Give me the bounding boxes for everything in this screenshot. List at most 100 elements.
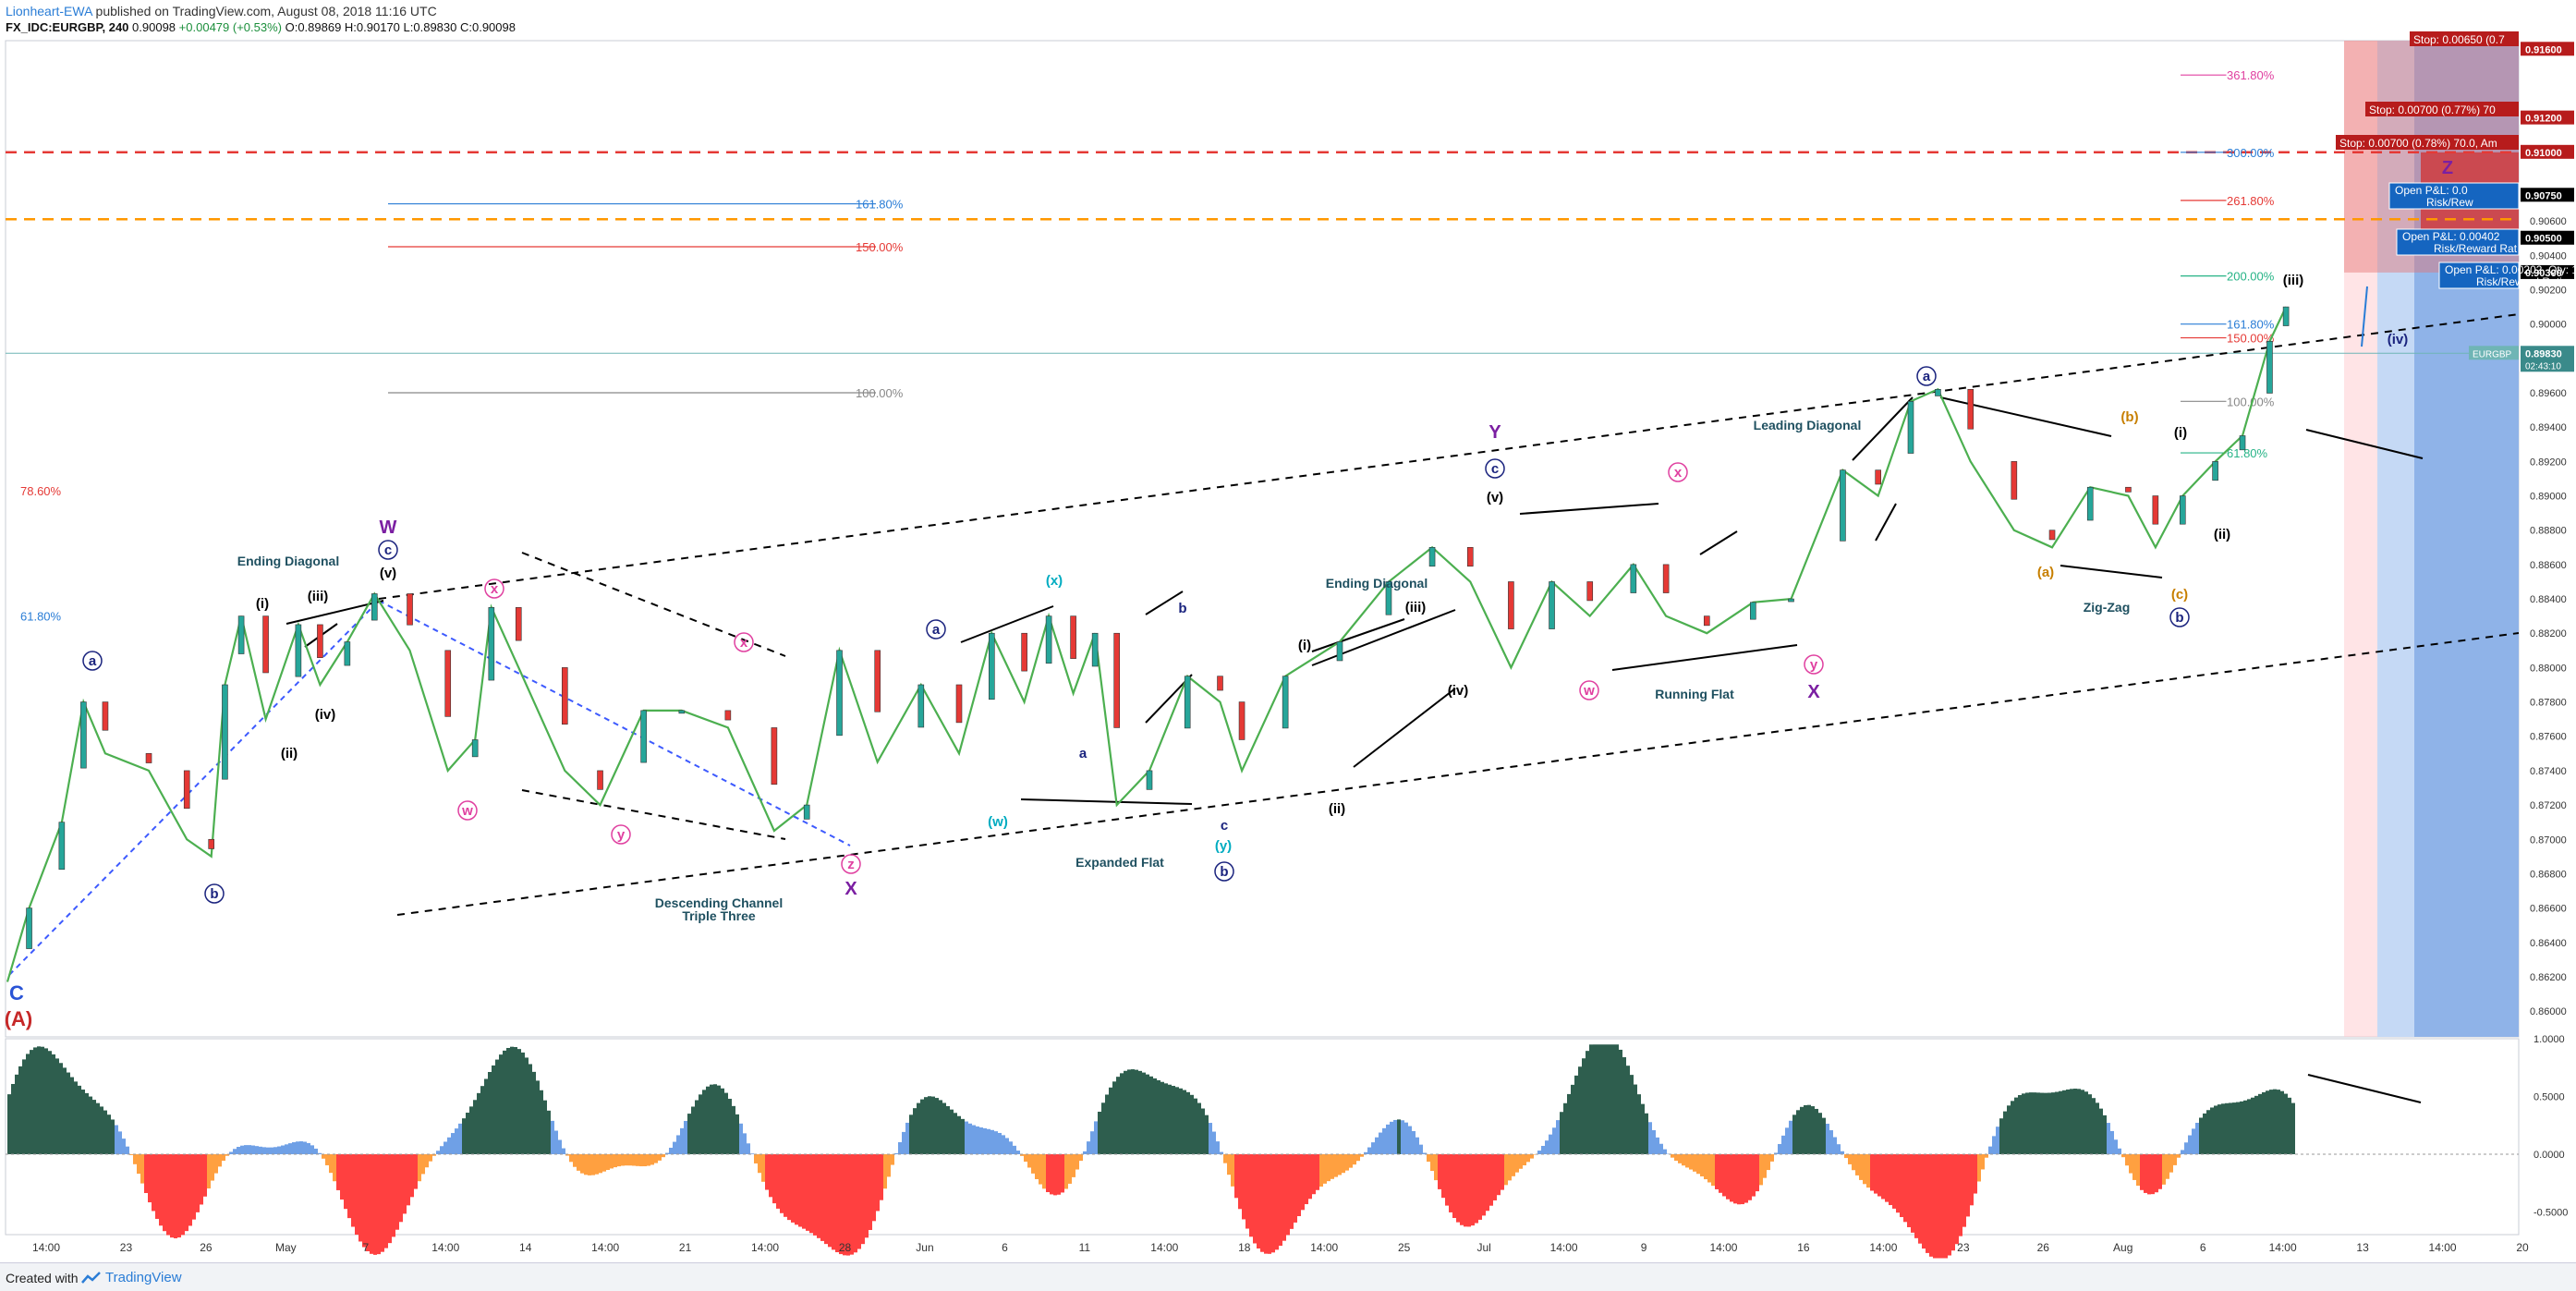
oscillator-bar bbox=[466, 1113, 469, 1154]
oscillator-bar bbox=[2147, 1154, 2151, 1194]
oscillator-bar bbox=[954, 1113, 957, 1154]
oscillator-bar bbox=[1404, 1123, 1408, 1154]
pnl-label-1: Open P&L: 0.0 bbox=[2395, 184, 2468, 197]
trend-line-7 bbox=[961, 606, 1053, 642]
oscillator-bar bbox=[1449, 1154, 1452, 1212]
fib-label-9: 161.80% bbox=[2227, 318, 2275, 332]
candle bbox=[1508, 581, 1513, 628]
oscillator-bar bbox=[152, 1154, 155, 1211]
oscillator-bar bbox=[1308, 1154, 1312, 1199]
oscillator-bar bbox=[787, 1154, 791, 1220]
last-price-tag: 0.89830 bbox=[2525, 348, 2562, 359]
oscillator-bar bbox=[370, 1154, 373, 1254]
oscillator-bar bbox=[1985, 1154, 1988, 1158]
oscillator-bar bbox=[1319, 1154, 1323, 1187]
oscillator-bar bbox=[1157, 1080, 1160, 1154]
oscillator-bar bbox=[384, 1154, 388, 1248]
oscillator-bar bbox=[684, 1121, 687, 1154]
oscillator-bar bbox=[2236, 1102, 2240, 1154]
y-tick-16: 0.88600 bbox=[2530, 560, 2567, 571]
oscillator-bar bbox=[89, 1097, 92, 1154]
oscillator-bar bbox=[1260, 1154, 1264, 1252]
oscillator-bar bbox=[1375, 1138, 1379, 1154]
oscillator-bar bbox=[1245, 1154, 1249, 1229]
oscillator-bar bbox=[1796, 1110, 1800, 1154]
oscillator-bar bbox=[917, 1103, 920, 1154]
oscillator-bar bbox=[266, 1148, 270, 1154]
oscillator-bar bbox=[255, 1146, 259, 1154]
price-chart[interactable]: 78.60%61.80%161.80%150.00%100.00%361.80%… bbox=[0, 0, 2576, 1262]
oscillator-bar bbox=[1301, 1154, 1305, 1210]
wave-label-29: (v) bbox=[1487, 490, 1503, 505]
oscillator-bar bbox=[994, 1131, 998, 1154]
candle bbox=[2087, 487, 2093, 520]
candle bbox=[1147, 771, 1152, 789]
oscillator-bar bbox=[1700, 1154, 1704, 1176]
oscillator-bar bbox=[251, 1146, 255, 1154]
oscillator-bar bbox=[1160, 1082, 1164, 1154]
oscillator-bar bbox=[1955, 1154, 1959, 1244]
horizontal-levels bbox=[6, 152, 2519, 353]
oscillator-bar bbox=[1519, 1154, 1523, 1169]
oscillator-bar bbox=[2232, 1102, 2236, 1154]
oscillator-bar bbox=[1371, 1142, 1375, 1154]
oscillator-bar bbox=[1190, 1095, 1194, 1154]
wave-label-5: (ii) bbox=[281, 746, 298, 761]
oscillator-bar bbox=[883, 1154, 887, 1188]
y-tick-22: 0.87400 bbox=[2530, 766, 2567, 777]
oscillator-bar bbox=[865, 1154, 869, 1237]
oscillator-bar bbox=[891, 1154, 894, 1165]
oscillator-bar bbox=[1863, 1154, 1866, 1184]
oscillator-bar bbox=[2206, 1110, 2210, 1154]
oscillator-bar bbox=[551, 1121, 554, 1154]
oscillator-bar bbox=[292, 1142, 296, 1154]
x-tick-28: 14:00 bbox=[2269, 1241, 2297, 1254]
oscillator-bar bbox=[1767, 1154, 1770, 1170]
candle bbox=[1549, 581, 1555, 628]
wave-label-24: a bbox=[1079, 746, 1088, 761]
oscillator-bar bbox=[270, 1148, 273, 1154]
oscillator-bar bbox=[1526, 1154, 1530, 1162]
y-tick-15: 0.88800 bbox=[2530, 526, 2567, 537]
wave-label-27: (iii) bbox=[1405, 600, 1427, 615]
y-tick-13: 0.89200 bbox=[2530, 457, 2567, 468]
oscillator-bar bbox=[2169, 1154, 2173, 1173]
oscillator-bar bbox=[1711, 1154, 1715, 1186]
oscillator-bar bbox=[1471, 1154, 1475, 1225]
oscillator-bar bbox=[1434, 1154, 1438, 1180]
oscillator-bar bbox=[1168, 1085, 1172, 1154]
oscillator-bar bbox=[1792, 1114, 1796, 1154]
oscillator-bar bbox=[1763, 1154, 1767, 1178]
oscillator-bar bbox=[1756, 1154, 1759, 1191]
oscillator-bar bbox=[573, 1154, 577, 1167]
trend-line-1 bbox=[397, 633, 2519, 915]
candle bbox=[641, 711, 647, 762]
candle bbox=[562, 667, 567, 724]
trend-line-5 bbox=[379, 601, 850, 846]
oscillator-bar bbox=[399, 1154, 403, 1222]
x-tick-17: 25 bbox=[1398, 1241, 1411, 1254]
fib-label-6: 300.00% bbox=[2227, 146, 2275, 160]
oscillator-bar bbox=[2084, 1091, 2088, 1154]
oscillator-bar bbox=[26, 1054, 30, 1154]
oscillator-bar bbox=[1974, 1154, 1977, 1194]
oscillator-bar bbox=[2096, 1102, 2099, 1154]
pattern-label-4: Ending Diagonal bbox=[1326, 576, 1428, 591]
candle bbox=[2283, 307, 2289, 325]
candle bbox=[371, 593, 377, 620]
tradingview-brand-link[interactable]: TradingView bbox=[105, 1270, 182, 1285]
oscillator-bar bbox=[2022, 1093, 2025, 1154]
oscillator-bar bbox=[1685, 1154, 1689, 1167]
oscillator-bar bbox=[2092, 1098, 2096, 1154]
fib-label-4: 100.00% bbox=[856, 386, 904, 400]
oscillator-bar bbox=[1290, 1154, 1294, 1229]
candle bbox=[472, 739, 478, 756]
candle bbox=[489, 607, 494, 680]
wave-label-4: (i) bbox=[256, 596, 269, 612]
pattern-label-5: Leading Diagonal bbox=[1754, 418, 1862, 432]
oscillator-bar bbox=[421, 1154, 425, 1174]
oscillator-bar bbox=[869, 1154, 872, 1230]
oscillator-bar bbox=[115, 1126, 118, 1154]
oscillator-bar bbox=[1382, 1128, 1386, 1154]
oscillator-bar bbox=[1112, 1081, 1116, 1154]
